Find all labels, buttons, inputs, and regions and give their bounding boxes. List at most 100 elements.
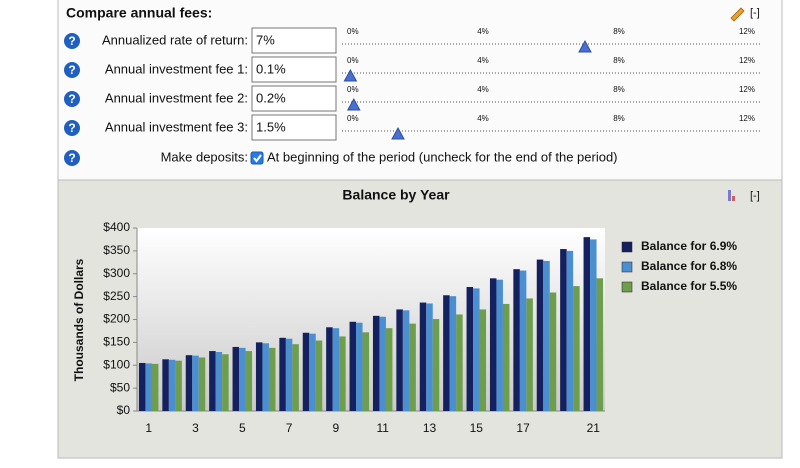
help-icon-text[interactable]: ? — [68, 34, 75, 48]
chart-icon[interactable] — [728, 190, 731, 201]
bar — [443, 295, 450, 411]
slider-tick-label: 0% — [347, 27, 359, 36]
x-tick-label: 3 — [192, 421, 199, 435]
bar — [356, 322, 363, 411]
legend-label: Balance for 6.8% — [641, 259, 737, 273]
bar — [566, 250, 574, 411]
x-tick-label: 9 — [333, 421, 340, 435]
bar — [309, 333, 316, 411]
y-tick-label: $250 — [103, 289, 130, 303]
bar — [473, 288, 480, 411]
field-label: Annual investment fee 2: — [105, 90, 248, 105]
edit-icon[interactable] — [730, 7, 745, 22]
slider-tick-label: 4% — [477, 56, 489, 65]
bar — [432, 319, 440, 411]
bar — [285, 338, 293, 411]
x-tick-label: 13 — [423, 421, 437, 435]
help-icon[interactable] — [64, 120, 80, 136]
deposit-label: Make deposits: — [161, 149, 248, 164]
help-icon[interactable] — [64, 91, 80, 107]
legend-label: Balance for 6.9% — [641, 239, 737, 253]
input-value[interactable]: 0.2% — [256, 90, 286, 105]
bar — [379, 316, 386, 411]
text-input[interactable] — [251, 114, 337, 141]
bar — [209, 351, 216, 411]
y-tick-label: $50 — [110, 380, 130, 394]
text-input[interactable] — [251, 56, 337, 83]
slider-handle[interactable] — [343, 68, 358, 82]
field-label: Annual investment fee 3: — [105, 119, 248, 134]
legend-swatch — [621, 281, 633, 293]
slider-handle[interactable] — [578, 39, 592, 53]
bar — [245, 351, 253, 411]
chart-title: Balance by Year — [342, 187, 450, 203]
checkbox[interactable] — [250, 151, 264, 165]
text-input[interactable] — [251, 85, 337, 112]
bar — [349, 321, 357, 411]
bar — [198, 357, 206, 411]
slider-tick-label: 12% — [739, 27, 755, 36]
slider-handle[interactable] — [391, 126, 405, 140]
y-tick-label: $300 — [103, 266, 130, 280]
y-tick-label: $200 — [103, 312, 130, 326]
bar — [489, 278, 497, 411]
bar — [168, 359, 176, 411]
bar — [573, 286, 580, 411]
slider-tick-label: 4% — [477, 114, 489, 123]
help-icon-text[interactable]: ? — [68, 121, 75, 135]
bar — [590, 239, 597, 411]
bar — [409, 323, 416, 411]
bar — [496, 279, 503, 411]
bar — [192, 355, 199, 411]
bar — [513, 269, 520, 411]
bar — [543, 260, 550, 411]
bar — [456, 314, 463, 411]
slider-tick-label: 12% — [739, 56, 755, 65]
text-input[interactable] — [251, 27, 337, 54]
bar — [279, 337, 286, 411]
y-axis-label: Thousands of Dollars — [72, 258, 86, 381]
bar — [583, 237, 591, 411]
bar — [479, 309, 487, 411]
slider-handle[interactable] — [346, 97, 361, 111]
bar — [315, 340, 323, 411]
input-value[interactable]: 7% — [256, 32, 275, 47]
bar — [262, 343, 269, 411]
bar — [372, 315, 380, 411]
help-icon-text[interactable]: ? — [68, 63, 75, 77]
chart-icon[interactable] — [732, 196, 735, 201]
input-value[interactable]: 1.5% — [256, 119, 286, 134]
bar — [449, 296, 457, 411]
panel-title: Compare annual fees: — [66, 5, 212, 21]
x-tick-label: 15 — [470, 421, 484, 435]
bar — [222, 354, 229, 411]
collapse-button[interactable]: [-] — [750, 7, 760, 19]
help-icon[interactable] — [64, 62, 80, 78]
bar — [519, 270, 527, 411]
help-icon[interactable] — [64, 33, 80, 49]
bar — [255, 342, 263, 411]
bar — [362, 332, 370, 411]
bar — [185, 355, 193, 411]
collapse-button[interactable]: [-] — [750, 190, 760, 202]
slider-tick-label: 0% — [347, 114, 359, 123]
y-tick-label: $150 — [103, 335, 130, 349]
x-tick-label: 5 — [239, 421, 246, 435]
field-label: Annualized rate of return: — [102, 32, 248, 47]
legend-label: Balance for 5.5% — [641, 279, 737, 293]
slider-tick-label: 4% — [477, 85, 489, 94]
help-icon[interactable] — [64, 150, 80, 166]
help-icon-text[interactable]: ? — [68, 92, 75, 106]
form-panel — [57, 0, 783, 181]
help-icon-text[interactable]: ? — [68, 151, 75, 165]
x-tick-label: 11 — [376, 421, 389, 435]
field-label: Annual investment fee 1: — [105, 61, 248, 76]
slider-tick-label: 12% — [739, 114, 755, 123]
input-value[interactable]: 0.1% — [256, 61, 286, 76]
slider-tick-label: 8% — [613, 56, 625, 65]
plot-area — [137, 228, 605, 411]
bar — [239, 347, 246, 411]
bar — [596, 278, 604, 411]
bar — [138, 362, 146, 411]
